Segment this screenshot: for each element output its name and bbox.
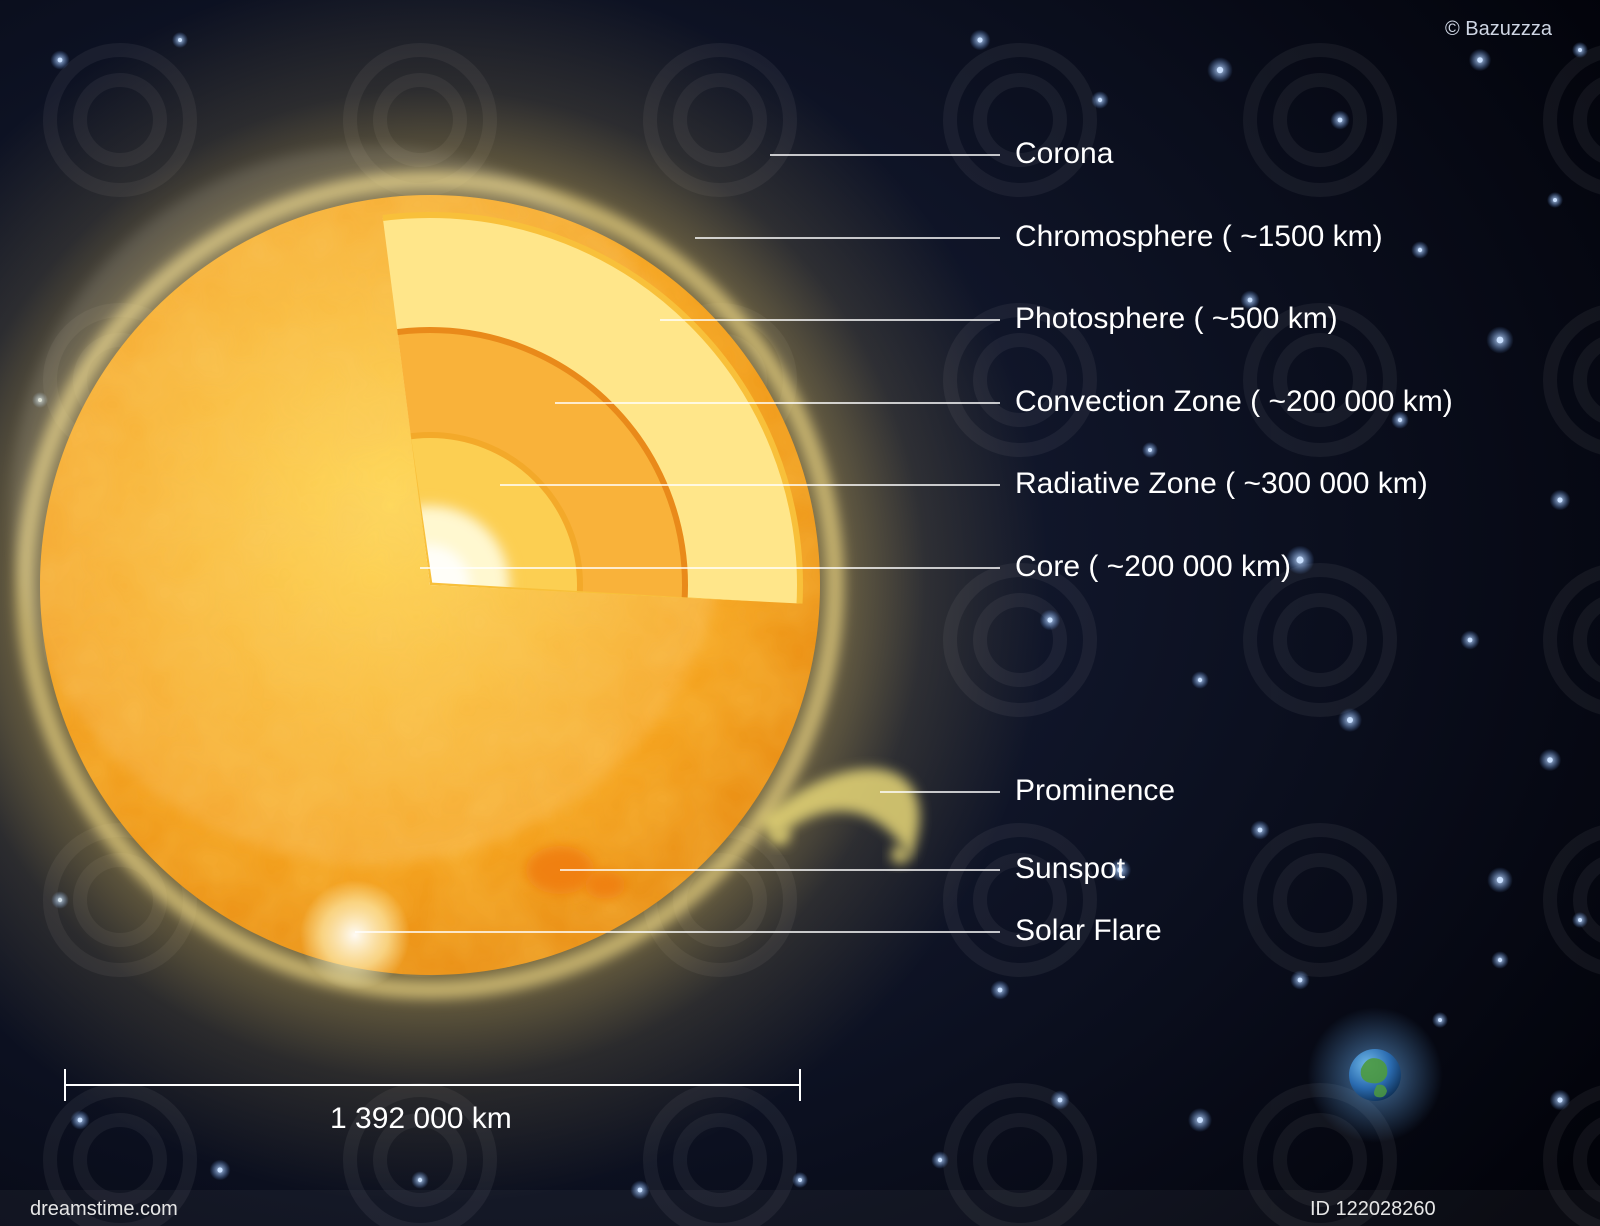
attribution-site: dreamstime.com (30, 1198, 178, 1220)
label-radiative: Radiative Zone ( ~300 000 km) (1015, 467, 1428, 500)
earth (1307, 1007, 1442, 1142)
solar-flare (300, 880, 410, 990)
scale-label: 1 392 000 km (330, 1102, 512, 1135)
label-sunspot: Sunspot (1015, 852, 1126, 885)
attribution-id: ID 122028260 (1310, 1198, 1436, 1220)
attribution-author: © Bazuzzza (1445, 18, 1553, 40)
label-prominence: Prominence (1015, 774, 1175, 807)
label-corona: Corona (1015, 137, 1114, 170)
label-chromosphere: Chromosphere ( ~1500 km) (1015, 220, 1383, 253)
label-flare: Solar Flare (1015, 914, 1162, 947)
label-convection: Convection Zone ( ~200 000 km) (1015, 385, 1453, 418)
label-photosphere: Photosphere ( ~500 km) (1015, 302, 1338, 335)
label-core: Core ( ~200 000 km) (1015, 550, 1291, 583)
sun-structure-diagram: Corona Chromosphere ( ~1500 km) Photospher… (0, 0, 1600, 1226)
